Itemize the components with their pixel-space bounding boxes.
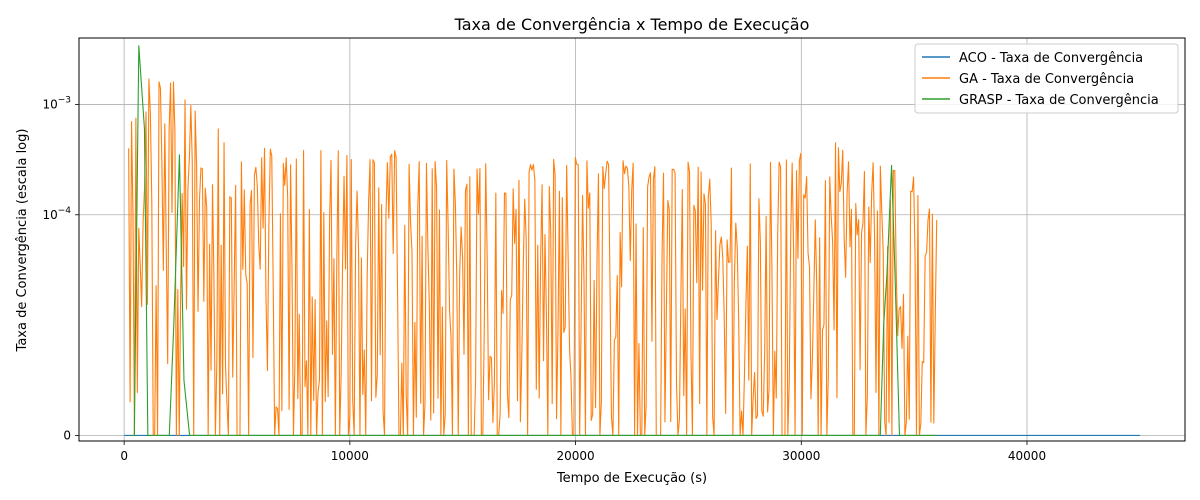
y-tick-label: 0 bbox=[63, 428, 71, 442]
legend-label-aco: ACO - Taxa de Convergência bbox=[959, 51, 1143, 66]
chart-title: Taxa de Convergência x Tempo de Execução bbox=[454, 15, 810, 34]
series-grasp-line bbox=[130, 45, 937, 437]
x-tick-label: 20000 bbox=[556, 449, 594, 463]
y-axis-label: Taxa de Convergência (escala log) bbox=[15, 129, 30, 353]
plot-series bbox=[124, 45, 1140, 437]
ticks: 0 10000 20000 30000 40000 0 10−4 10−3 bbox=[42, 95, 1046, 463]
x-tick-label: 0 bbox=[120, 449, 128, 463]
y-tick-label: 10−3 bbox=[42, 95, 71, 111]
legend-label-ga: GA - Taxa de Convergência bbox=[959, 72, 1134, 87]
x-axis-label: Tempo de Execução (s) bbox=[556, 471, 707, 486]
axes-frame bbox=[78, 37, 1186, 442]
legend: ACO - Taxa de Convergência GA - Taxa de … bbox=[914, 43, 1179, 114]
series-ga-line bbox=[128, 78, 938, 437]
x-tick-label: 10000 bbox=[331, 449, 369, 463]
x-tick-label: 30000 bbox=[782, 449, 820, 463]
legend-box bbox=[914, 43, 1179, 114]
y-tick-label: 10−4 bbox=[42, 206, 71, 222]
x-tick-label: 40000 bbox=[1008, 449, 1046, 463]
legend-label-grasp: GRASP - Taxa de Convergência bbox=[959, 93, 1159, 108]
